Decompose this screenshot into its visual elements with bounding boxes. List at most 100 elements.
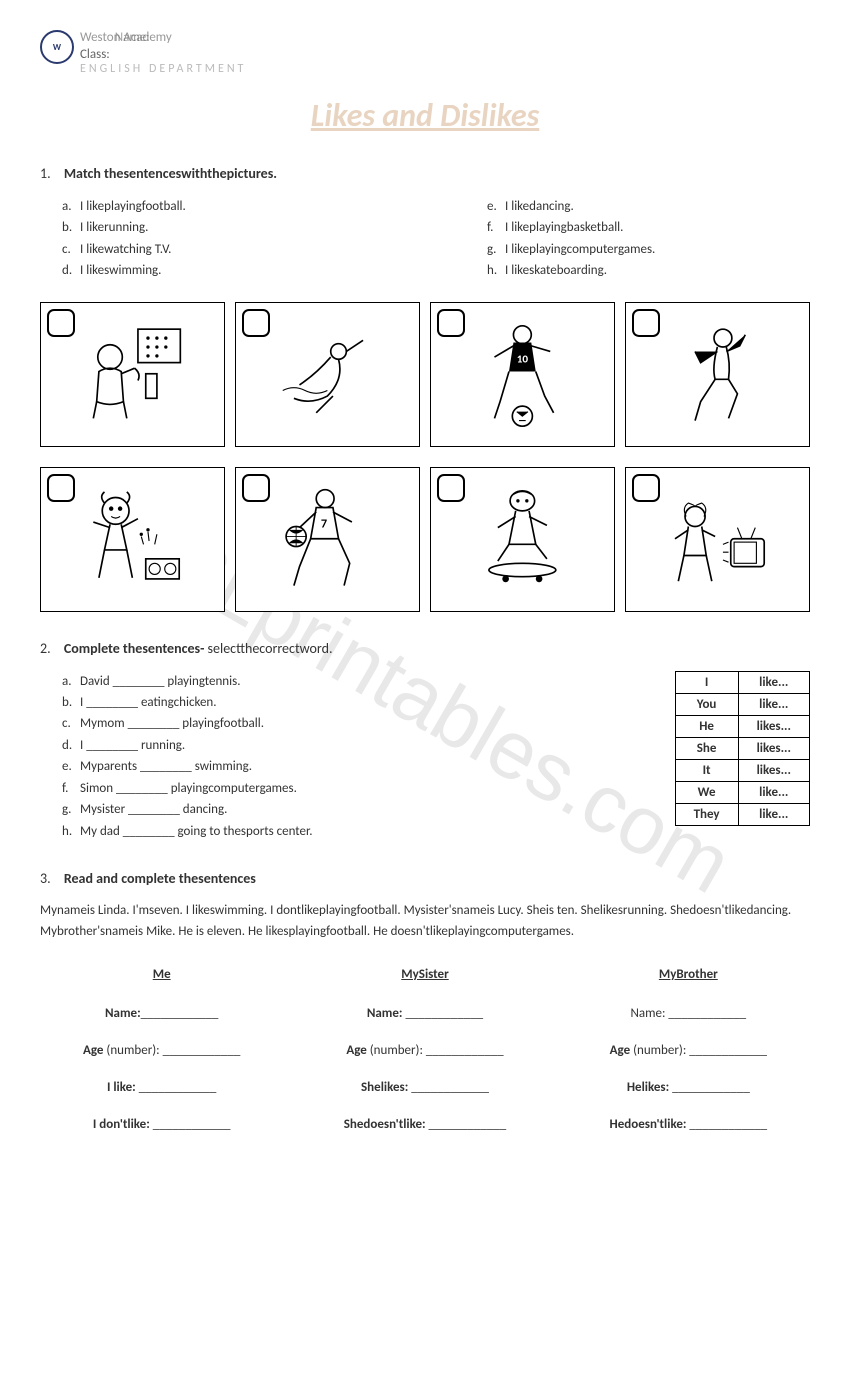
fill-field[interactable]: Name: ____________ <box>303 1006 546 1021</box>
fill-field[interactable]: Name: ____________ <box>567 1006 810 1021</box>
fill-column: MeName:____________Age (number): _______… <box>40 967 283 1154</box>
table-cell: likes... <box>738 759 809 781</box>
list-item: b.I ________ eatingchicken. <box>62 692 635 713</box>
fill-field[interactable]: Age (number): ____________ <box>303 1043 546 1058</box>
fill-field[interactable]: Shedoesn'tlike: ____________ <box>303 1117 546 1132</box>
tv-icon <box>646 483 789 595</box>
list-item: b.I likerunning. <box>62 217 385 238</box>
dancing-icon <box>61 483 204 595</box>
basketball-icon: 7 <box>256 483 399 595</box>
table-cell: She <box>675 737 738 759</box>
exercise-3: 3. Read and complete thesentences Myname… <box>40 870 810 1154</box>
reading-paragraph: Mynameis Linda. I'mseven. I likeswimming… <box>40 901 810 943</box>
answer-checkbox[interactable] <box>437 474 465 502</box>
ex2-number: 2. <box>40 640 51 657</box>
ex1-title: Match thesentenceswiththepictures. <box>64 165 277 182</box>
fill-field[interactable]: Age (number): ____________ <box>40 1043 283 1058</box>
ex2-title: Complete thesentences- <box>64 640 205 657</box>
picture-box-tv <box>625 467 810 612</box>
table-cell: like... <box>738 671 809 693</box>
list-item: h.My dad ________ going to thesports cen… <box>62 821 635 842</box>
table-row: Welike... <box>675 781 809 803</box>
list-item: e.Myparents ________ swimming. <box>62 756 635 777</box>
computergames-icon <box>61 318 204 430</box>
table-cell: like... <box>738 781 809 803</box>
picture-row-1: 10 <box>40 302 810 447</box>
list-item: c.Mymom ________ playingfootball. <box>62 713 635 734</box>
fill-field[interactable]: I don'tlike: ____________ <box>40 1117 283 1132</box>
ex3-number: 3. <box>40 870 51 887</box>
fill-field[interactable]: Name:____________ <box>40 1006 283 1021</box>
list-item: f.I likeplayingbasketball. <box>487 217 810 238</box>
ex2-subtitle: selectthecorrectword. <box>204 640 332 657</box>
answer-checkbox[interactable] <box>47 474 75 502</box>
svg-text:7: 7 <box>321 517 327 532</box>
list-item: f.Simon ________ playingcomputergames. <box>62 778 635 799</box>
list-item: d.I likeswimming. <box>62 260 385 281</box>
fill-column: MyBrother Name: ____________ Age (number):… <box>567 967 810 1154</box>
table-cell: He <box>675 715 738 737</box>
exercise-1: 1. Match thesentenceswiththepictures. a.… <box>40 165 810 612</box>
fill-field[interactable]: Shelikes: ____________ <box>303 1080 546 1095</box>
ex3-title: Read and complete thesentences <box>64 870 256 887</box>
table-row: Helikes... <box>675 715 809 737</box>
picture-box-computergames <box>40 302 225 447</box>
fill-column: MySister Name: ____________ Age (number): … <box>303 967 546 1154</box>
table-row: Itlikes... <box>675 759 809 781</box>
table-cell: like... <box>738 803 809 825</box>
picture-box-skateboarding <box>430 467 615 612</box>
class-field-label: Class: <box>80 47 110 62</box>
picture-row-2: 7 <box>40 467 810 612</box>
table-cell: likes... <box>738 737 809 759</box>
table-cell: likes... <box>738 715 809 737</box>
fill-field[interactable]: Age (number): ____________ <box>567 1043 810 1058</box>
table-row: Ilike... <box>675 671 809 693</box>
table-cell: We <box>675 781 738 803</box>
picture-box-dancing <box>40 467 225 612</box>
school-logo: W <box>40 30 74 64</box>
table-row: Theylike... <box>675 803 809 825</box>
page-header: W Weston Academy Name: Class: ENGLISH DE… <box>40 30 810 76</box>
table-row: Youlike... <box>675 693 809 715</box>
table-cell: You <box>675 693 738 715</box>
list-item: c.I likewatching T.V. <box>62 239 385 260</box>
ex2-list: a.David ________ playingtennis.b.I _____… <box>40 671 635 843</box>
ex1-number: 1. <box>40 165 51 182</box>
football-icon: 10 <box>451 318 594 430</box>
list-item: a.I likeplayingfootball. <box>62 196 385 217</box>
fill-field[interactable]: Hedoesn'tlike: ____________ <box>567 1117 810 1132</box>
svg-text:10: 10 <box>517 352 529 366</box>
table-row: Shelikes... <box>675 737 809 759</box>
exercise-2: 2. Complete thesentences- selectthecorre… <box>40 640 810 843</box>
grammar-reference-table: Ilike...Youlike...Helikes...Shelikes...I… <box>675 671 810 826</box>
list-item: h.I likeskateboarding. <box>487 260 810 281</box>
picture-box-running <box>625 302 810 447</box>
fill-field[interactable]: Helikes: ____________ <box>567 1080 810 1095</box>
answer-checkbox[interactable] <box>242 474 270 502</box>
running-icon <box>646 318 789 430</box>
list-item: e.I likedancing. <box>487 196 810 217</box>
table-cell: like... <box>738 693 809 715</box>
column-heading: MySister <box>303 967 546 982</box>
department-label: ENGLISH DEPARTMENT <box>80 62 246 76</box>
answer-checkbox[interactable] <box>242 309 270 337</box>
answer-checkbox[interactable] <box>437 309 465 337</box>
name-field-label: Name: <box>115 30 150 45</box>
ex1-left-list: a.I likeplayingfootball.b.I likerunning.… <box>40 196 385 282</box>
skateboarding-icon <box>451 483 594 595</box>
worksheet-title: Likes and Dislikes <box>40 96 810 135</box>
answer-checkbox[interactable] <box>632 309 660 337</box>
fill-field[interactable]: I like: ____________ <box>40 1080 283 1095</box>
picture-box-swimming <box>235 302 420 447</box>
list-item: d.I ________ running. <box>62 735 635 756</box>
table-cell: I <box>675 671 738 693</box>
answer-checkbox[interactable] <box>632 474 660 502</box>
ex1-right-list: e.I likedancing.f.I likeplayingbasketbal… <box>465 196 810 282</box>
table-cell: They <box>675 803 738 825</box>
list-item: a.David ________ playingtennis. <box>62 671 635 692</box>
picture-box-basketball: 7 <box>235 467 420 612</box>
table-cell: It <box>675 759 738 781</box>
fill-in-columns: MeName:____________Age (number): _______… <box>40 967 810 1154</box>
answer-checkbox[interactable] <box>47 309 75 337</box>
column-heading: MyBrother <box>567 967 810 982</box>
